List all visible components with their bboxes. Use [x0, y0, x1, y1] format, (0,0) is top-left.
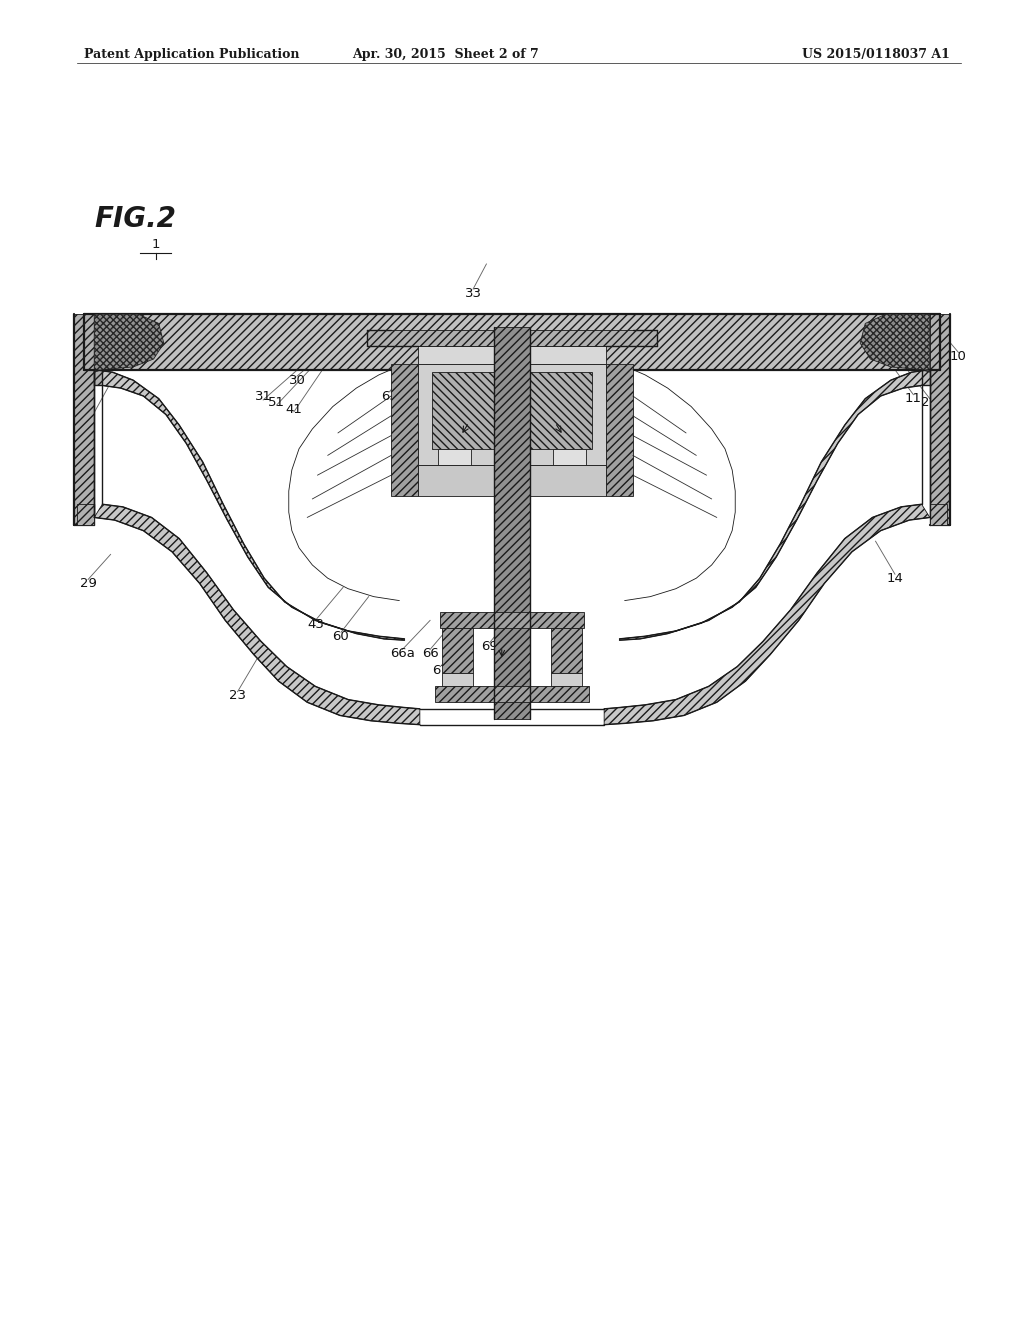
Text: 31: 31: [255, 389, 271, 403]
Text: 41: 41: [286, 403, 302, 416]
Polygon shape: [860, 314, 930, 372]
Polygon shape: [442, 673, 473, 686]
Polygon shape: [74, 314, 102, 525]
Polygon shape: [494, 327, 530, 719]
Text: 23: 23: [229, 689, 246, 702]
Text: FIG.2: FIG.2: [94, 205, 176, 232]
Text: US 2015/0118037 A1: US 2015/0118037 A1: [803, 49, 950, 61]
Polygon shape: [438, 449, 471, 465]
Text: 13: 13: [616, 358, 633, 371]
Text: 33: 33: [465, 286, 481, 300]
Text: 63: 63: [381, 389, 397, 403]
Polygon shape: [922, 370, 930, 385]
Polygon shape: [930, 314, 950, 525]
Text: 43: 43: [307, 618, 324, 631]
Polygon shape: [432, 372, 592, 449]
Polygon shape: [418, 364, 606, 465]
Text: 60: 60: [333, 630, 349, 643]
Polygon shape: [440, 612, 584, 628]
Polygon shape: [94, 370, 404, 640]
Text: 62: 62: [360, 359, 377, 372]
Text: 21: 21: [922, 396, 938, 409]
Polygon shape: [604, 504, 930, 725]
Text: 51: 51: [268, 396, 285, 409]
Text: 19: 19: [80, 413, 96, 426]
Polygon shape: [418, 346, 606, 364]
Text: 65: 65: [540, 389, 556, 403]
Text: 69: 69: [481, 640, 498, 653]
Polygon shape: [391, 364, 418, 496]
Text: Patent Application Publication: Patent Application Publication: [84, 49, 299, 61]
Polygon shape: [77, 504, 94, 525]
Polygon shape: [551, 673, 582, 686]
Polygon shape: [367, 330, 657, 346]
Text: 11: 11: [905, 392, 922, 405]
Text: 29: 29: [80, 577, 96, 590]
Text: 67: 67: [432, 664, 449, 677]
Polygon shape: [553, 449, 586, 465]
Text: 30: 30: [289, 374, 305, 387]
Text: Apr. 30, 2015  Sheet 2 of 7: Apr. 30, 2015 Sheet 2 of 7: [352, 49, 539, 61]
Polygon shape: [551, 628, 582, 673]
Text: 1: 1: [152, 238, 160, 251]
Text: 35: 35: [579, 374, 595, 387]
Text: 10: 10: [950, 350, 967, 363]
Polygon shape: [94, 504, 420, 725]
Polygon shape: [418, 465, 606, 496]
Text: 66a: 66a: [390, 647, 415, 660]
Text: 14: 14: [887, 572, 903, 585]
Polygon shape: [435, 686, 589, 702]
Polygon shape: [442, 628, 473, 673]
Polygon shape: [84, 314, 940, 370]
Text: 61: 61: [399, 389, 416, 403]
Polygon shape: [620, 370, 930, 640]
Polygon shape: [606, 364, 633, 496]
Polygon shape: [930, 504, 947, 525]
Text: 66: 66: [422, 647, 438, 660]
Polygon shape: [94, 314, 164, 372]
